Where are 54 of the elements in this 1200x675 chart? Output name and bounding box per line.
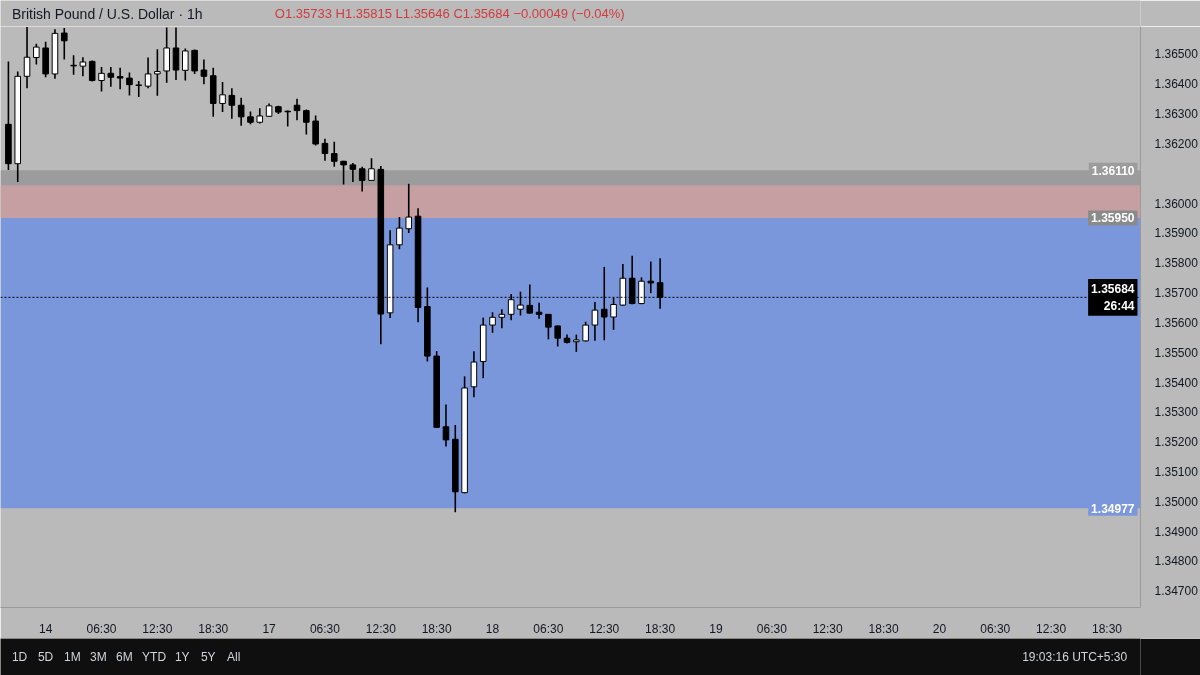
y-tick-label: 1.35100 [1154,465,1199,479]
y-tick-label: 1.36400 [1154,77,1199,92]
band-label: 1.36110 [1091,163,1135,178]
y-tick-label: 1.35400 [1154,375,1199,390]
y-tick-label: 1.35700 [1154,286,1199,301]
y-tick-label: 1.36200 [1154,136,1199,151]
x-tick-label: 06:30 [756,621,788,636]
text: 1M [63,650,81,664]
y-tick-label: 1.35600 [1154,315,1199,330]
x-tick-label: 18:30 [1091,621,1123,636]
y-tick-label: 1.35800 [1154,256,1199,271]
y-tick-label: 1.34800 [1154,554,1199,569]
text: 5D [37,650,54,664]
y-tick-label: 1.36000 [1154,196,1199,211]
text: 19:03:16 UTC+5:30 [1022,650,1128,664]
x-tick-label: 20 [932,621,947,636]
text: 1Y [174,650,190,664]
x-tick-label: 06:30 [86,621,117,636]
x-tick-label: 12:30 [812,621,844,636]
x-tick-label: 06:30 [309,621,341,636]
x-tick-label: 18 [485,621,500,636]
y-tick-label: 1.36300 [1154,107,1199,122]
y-tick-label: 1.36500 [1154,47,1199,62]
band-label: 1.34977 [1091,501,1135,516]
x-tick-label: 06:30 [533,621,564,636]
x-tick-label: 12:30 [1036,621,1067,636]
chart-subtitle: O1.35733 H1.35815 L1.35646 C1.35684 −0.00049 (−0.04%) [274,6,625,21]
text: 1D [11,650,28,664]
y-tick-label: 1.35200 [1154,435,1199,450]
x-tick-label: 06:30 [980,621,1011,636]
ref-line-label: 1.35684 26:44 [1091,281,1135,313]
y-tick-label: 1.34700 [1154,584,1199,599]
x-tick-label: 12:30 [142,621,173,636]
x-tick-label: 18:30 [421,621,453,636]
x-tick-label: 12:30 [589,621,620,636]
x-tick-label: 19 [709,621,723,636]
y-tick-label: 1.35500 [1154,345,1199,360]
x-tick-label: 17 [262,621,277,636]
y-tick-label: 1.34900 [1154,524,1199,539]
text: 3M [89,650,107,664]
x-tick-label: 12:30 [365,621,397,636]
y-tick-label: 1.35000 [1154,494,1199,509]
chart-title: British Pound / U.S. Dollar · 1h [11,5,203,22]
text: 6M [116,650,133,664]
x-tick-label: 18:30 [198,621,229,636]
x-tick-label: 14 [38,621,53,636]
annotation: 1.35950 [1091,211,1135,226]
text: All [226,650,241,664]
text: YTD [142,650,167,664]
y-tick-label: 1.35900 [1154,226,1199,241]
y-tick-label: 1.35300 [1154,405,1199,420]
x-tick-label: 18:30 [645,621,676,636]
text: 5Y [200,650,216,664]
x-tick-label: 18:30 [868,621,899,636]
